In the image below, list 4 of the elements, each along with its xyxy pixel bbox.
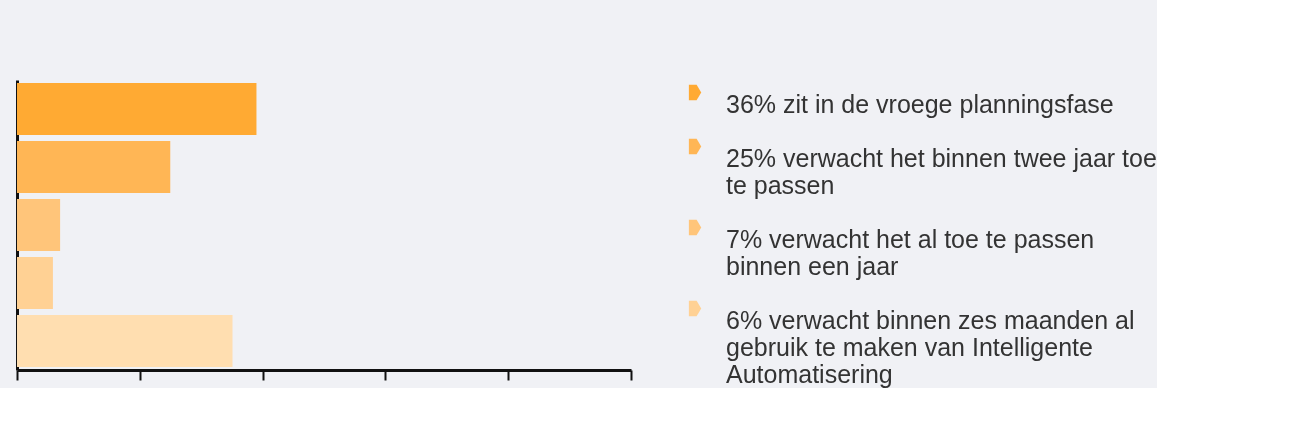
legend-label: 6% verwacht binnen zes maanden al gebruik te maken van Intelligente Automatisering [726, 305, 1135, 388]
legend-label: 25% verwacht het binnen twee jaar toe te passen [726, 143, 1157, 199]
legend-label: 36% zit in de vroege planningsfase [726, 89, 1114, 118]
legend-label: 7% verwacht het al toe te passen binnen een jaar [726, 224, 1095, 280]
